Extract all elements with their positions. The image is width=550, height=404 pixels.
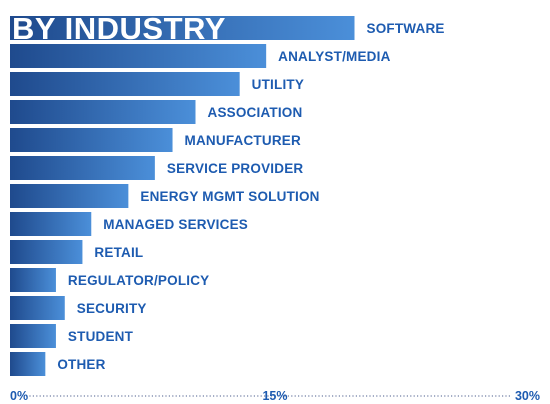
bar-label-association: ASSOCIATION [208, 105, 303, 120]
bar-label-manufacturer: MANUFACTURER [185, 133, 301, 148]
bar-label-service-provider: SERVICE PROVIDER [167, 161, 304, 176]
bar-student [10, 324, 56, 348]
bar-energy-mgmt-solution [10, 184, 129, 208]
bar-label-other: OTHER [57, 357, 105, 372]
bar-managed-services [10, 212, 92, 236]
bar-security [10, 296, 65, 320]
bars-group [10, 16, 355, 376]
x-tick-label-0: 0% [10, 389, 28, 403]
bar-software [10, 16, 355, 40]
bar-label-software: SOFTWARE [367, 21, 445, 36]
bar-label-retail: RETAIL [94, 245, 143, 260]
bar-analyst-media [10, 44, 267, 68]
bar-service-provider [10, 156, 155, 180]
bar-label-utility: UTILITY [252, 77, 304, 92]
bar-association [10, 100, 196, 124]
bar-label-regulator-policy: REGULATOR/POLICY [68, 273, 209, 288]
bar-manufacturer [10, 128, 173, 152]
chart-title: BY INDUSTRY [12, 11, 226, 46]
bar-label-energy-mgmt-solution: ENERGY MGMT SOLUTION [140, 189, 319, 204]
bar-regulator-policy [10, 268, 56, 292]
bar-labels-group: SOFTWARE ANALYST/MEDIA UTILITY ASSOCIATION M… [57, 21, 444, 372]
bar-retail [10, 240, 83, 264]
bar-label-managed-services: MANAGED SERVICES [103, 217, 248, 232]
x-tick-label-2: 30% [515, 389, 540, 403]
bar-label-student: STUDENT [68, 329, 134, 344]
bar-label-analyst-media: ANALYST/MEDIA [278, 49, 390, 64]
bar-utility [10, 72, 240, 96]
x-tick-label-1: 15% [262, 389, 287, 403]
x-axis-ticks-group: 0% 15% 30% [10, 389, 540, 403]
bar-other [10, 352, 46, 376]
bar-label-security: SECURITY [77, 301, 147, 316]
